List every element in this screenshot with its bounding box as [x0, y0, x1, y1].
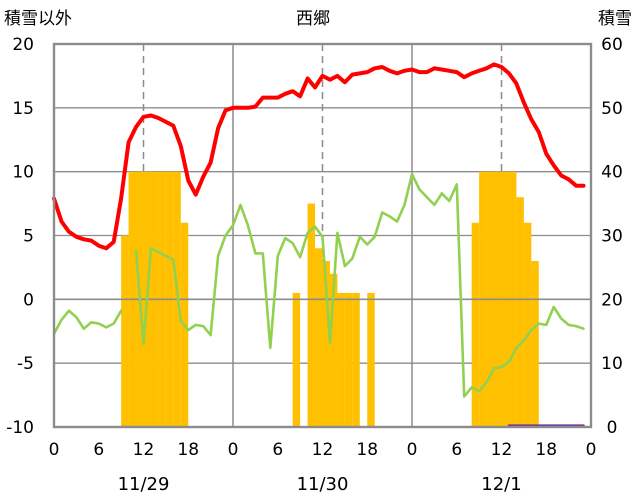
x-tick-label: 18 [356, 440, 378, 460]
x-tick-label: 0 [228, 440, 239, 460]
left-tick-label: 10 [12, 163, 34, 183]
right-tick-label: 60 [601, 35, 623, 55]
day-label: 11/29 [118, 474, 170, 495]
day-label: 12/1 [481, 474, 521, 495]
left-tick-label: -10 [6, 418, 34, 438]
x-tick-label: 18 [535, 440, 557, 460]
left-tick-label: -5 [17, 354, 34, 374]
x-tick-label: 0 [586, 440, 597, 460]
x-tick-label: 0 [49, 440, 60, 460]
right-tick-label: 20 [601, 290, 623, 310]
snow-depth-bar [337, 292, 345, 427]
left-axis-title: 積雪以外 [4, 9, 72, 29]
x-tick-label: 6 [272, 440, 283, 460]
snow-depth-bar [531, 261, 539, 427]
snow-depth-bar [307, 203, 316, 427]
snow-depth-bar [516, 197, 524, 427]
snow-depth-bar [315, 248, 323, 427]
plot-border [52, 42, 593, 429]
right-tick-label: 50 [601, 99, 623, 119]
x-tick-label: 18 [177, 440, 199, 460]
wind-speed-line [52, 309, 123, 336]
left-tick-label: 5 [23, 227, 34, 247]
right-tick-label: 40 [601, 163, 623, 183]
x-tick-label: 6 [93, 440, 104, 460]
snow-depth-bar [523, 222, 532, 427]
x-tick-label: 12 [491, 440, 513, 460]
temperature-line [52, 62, 586, 251]
snow-depth-bar [471, 222, 480, 427]
snow-depth-bar [329, 273, 338, 427]
snow-depth-bar [322, 261, 330, 427]
day-label: 11/30 [297, 474, 349, 495]
left-tick-label: 0 [23, 290, 34, 310]
left-tick-label: 20 [12, 35, 34, 55]
wind-speed-line [134, 172, 585, 398]
x-tick-label: 12 [133, 440, 155, 460]
snow-depth-bar [121, 235, 129, 427]
snow-depth-bar [344, 292, 353, 427]
snow-depth-bar [367, 292, 375, 427]
right-tick-label: 10 [601, 354, 623, 374]
x-tick-label: 12 [312, 440, 334, 460]
x-tick-label: 0 [407, 440, 418, 460]
snow-depth-bar [292, 292, 301, 427]
left-tick-label: 15 [12, 99, 34, 119]
right-tick-label: 0 [607, 418, 618, 438]
x-tick-label: 6 [451, 440, 462, 460]
snow-depth-bar [352, 292, 360, 427]
right-tick-label: 30 [601, 227, 623, 247]
station-name: 西郷 [296, 9, 330, 29]
right-axis-title: 積雪 [598, 9, 632, 29]
